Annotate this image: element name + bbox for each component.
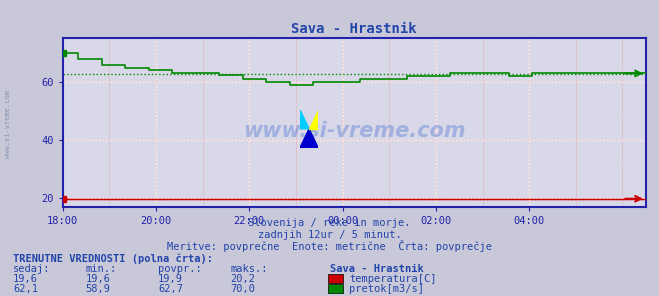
Text: 70,0: 70,0 bbox=[231, 284, 256, 294]
Text: temperatura[C]: temperatura[C] bbox=[349, 274, 437, 284]
Text: Slovenija / reke in morje.: Slovenija / reke in morje. bbox=[248, 218, 411, 229]
Text: TRENUTNE VREDNOSTI (polna črta):: TRENUTNE VREDNOSTI (polna črta): bbox=[13, 253, 213, 264]
Text: 19,9: 19,9 bbox=[158, 274, 183, 284]
Text: 19,6: 19,6 bbox=[13, 274, 38, 284]
Text: www.si-vreme.com: www.si-vreme.com bbox=[243, 121, 465, 141]
Text: Meritve: povprečne  Enote: metrične  Črta: povprečje: Meritve: povprečne Enote: metrične Črta:… bbox=[167, 240, 492, 252]
Polygon shape bbox=[300, 129, 318, 148]
Polygon shape bbox=[309, 110, 318, 129]
Polygon shape bbox=[300, 110, 309, 129]
Text: pretok[m3/s]: pretok[m3/s] bbox=[349, 284, 424, 294]
Text: maks.:: maks.: bbox=[231, 264, 268, 274]
Text: 19,6: 19,6 bbox=[86, 274, 111, 284]
Text: 20,2: 20,2 bbox=[231, 274, 256, 284]
Text: min.:: min.: bbox=[86, 264, 117, 274]
Text: 62,1: 62,1 bbox=[13, 284, 38, 294]
Text: 62,7: 62,7 bbox=[158, 284, 183, 294]
Text: 58,9: 58,9 bbox=[86, 284, 111, 294]
Text: www.si-vreme.com: www.si-vreme.com bbox=[5, 90, 11, 158]
Text: zadnjih 12ur / 5 minut.: zadnjih 12ur / 5 minut. bbox=[258, 230, 401, 240]
Title: Sava - Hrastnik: Sava - Hrastnik bbox=[291, 22, 417, 36]
Text: sedaj:: sedaj: bbox=[13, 264, 51, 274]
Text: Sava - Hrastnik: Sava - Hrastnik bbox=[330, 264, 423, 274]
Text: povpr.:: povpr.: bbox=[158, 264, 202, 274]
